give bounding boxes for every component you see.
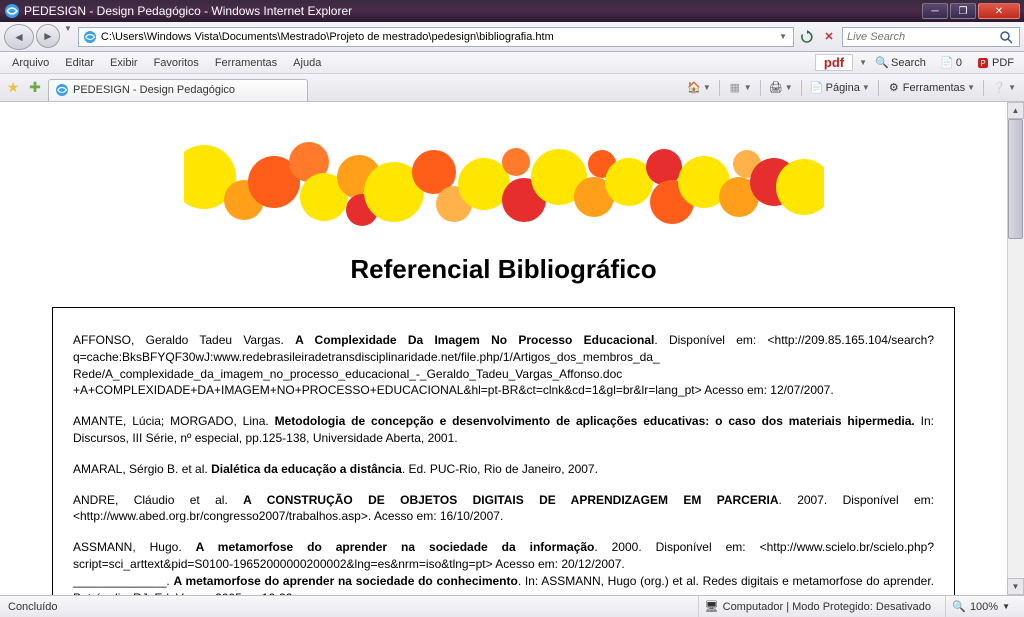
scroll-thumb[interactable] [1008, 119, 1023, 239]
decorative-circle [502, 148, 530, 176]
home-icon: 🏠 [687, 81, 701, 95]
pdf-search-button[interactable]: 🔍 Search [869, 54, 932, 72]
stop-button[interactable]: ✕ [820, 28, 838, 46]
nav-history-dropdown[interactable]: ▼ [62, 24, 74, 50]
ferramentas-label: Ferramentas [903, 82, 965, 94]
close-button[interactable]: ✕ [978, 3, 1020, 19]
search-button[interactable] [997, 28, 1015, 46]
content-area: Referencial Bibliográfico AFFONSO, Geral… [0, 102, 1024, 595]
menu-arquivo[interactable]: Arquivo [4, 55, 57, 71]
tab-title: PEDESIGN - Design Pedagógico [73, 84, 235, 96]
window-titlebar: PEDESIGN - Design Pedagógico - Windows I… [0, 0, 1024, 22]
pdf-save-label: PDF [992, 57, 1014, 69]
menu-editar[interactable]: Editar [57, 55, 102, 71]
window-title: PEDESIGN - Design Pedagógico - Windows I… [24, 4, 922, 18]
bibliography-box: AFFONSO, Geraldo Tadeu Vargas. A Complex… [52, 307, 955, 595]
bibliography-entry: ASSMANN, Hugo. A metamorfose do aprender… [73, 539, 934, 595]
print-icon: 🖨 [769, 81, 783, 95]
menu-bar: Arquivo Editar Exibir Favoritos Ferramen… [0, 52, 1024, 74]
bibliography-entry: AMANTE, Lúcia; MORGADO, Lina. Metodologi… [73, 413, 934, 447]
menu-ferramentas[interactable]: Ferramentas [207, 55, 285, 71]
bibliography-entry: AMARAL, Sérgio B. et al. Dialética da ed… [73, 461, 934, 478]
status-protected-mode: 🖥 Computador | Modo Protegido: Desativad… [698, 596, 937, 617]
help-icon: ❔ [992, 81, 1006, 95]
menu-ajuda[interactable]: Ajuda [285, 55, 329, 71]
doc-icon: 📄 [940, 56, 954, 70]
favorites-button[interactable]: ★ [4, 79, 22, 97]
page-icon [83, 30, 97, 44]
status-protected-label: Computador | Modo Protegido: Desativado [723, 601, 931, 613]
maximize-button[interactable]: ❐ [950, 3, 976, 19]
feeds-button[interactable]: ▦▼ [724, 79, 756, 97]
scroll-up-button[interactable]: ▲ [1007, 102, 1024, 119]
status-zoom[interactable]: 🔍 100% ▼ [945, 596, 1016, 617]
status-bar: Concluído 🖥 Computador | Modo Protegido:… [0, 595, 1024, 617]
menu-exibir[interactable]: Exibir [102, 55, 146, 71]
decorative-circle [776, 159, 824, 215]
minimize-button[interactable]: ─ [922, 3, 948, 19]
rss-icon: ▦ [728, 81, 742, 95]
scrollbar[interactable]: ▲ ▼ [1007, 102, 1024, 595]
ferramentas-button[interactable]: ⚙Ferramentas▼ [883, 79, 979, 97]
computer-icon: 🖥 [705, 600, 719, 614]
tab-bar: ★ ✚ PEDESIGN - Design Pedagógico 🏠▼ ▦▼ 🖨… [0, 74, 1024, 102]
search-input[interactable] [847, 31, 997, 43]
tab-page-icon [55, 83, 69, 97]
browser-tab[interactable]: PEDESIGN - Design Pedagógico [48, 79, 308, 101]
menu-favoritos[interactable]: Favoritos [146, 55, 207, 71]
page-heading: Referencial Bibliográfico [40, 254, 967, 285]
search-bar[interactable] [842, 27, 1020, 47]
address-bar[interactable]: ▼ [78, 27, 794, 47]
bibliography-entry: ANDRE, Cláudio et al. A CONSTRUÇÃO DE OB… [73, 492, 934, 526]
page-icon: 📄 [810, 81, 824, 95]
scroll-down-button[interactable]: ▼ [1007, 578, 1024, 595]
bibliography-entry: AFFONSO, Geraldo Tadeu Vargas. A Complex… [73, 332, 934, 399]
gear-icon: ⚙ [887, 81, 901, 95]
navigation-bar: ◄ ► ▼ ▼ ✕ [0, 22, 1024, 52]
status-zoom-label: 100% [970, 601, 998, 613]
pdf-count-button[interactable]: 📄 0 [934, 54, 968, 72]
forward-button[interactable]: ► [36, 24, 60, 48]
pdf-dropdown[interactable]: ▼ [857, 58, 869, 67]
pagina-button[interactable]: 📄Página▼ [806, 79, 874, 97]
refresh-button[interactable] [798, 28, 816, 46]
header-decoration [184, 142, 824, 242]
pdf-save-button[interactable]: 🅿 PDF [970, 54, 1020, 72]
print-button[interactable]: 🖨▼ [765, 79, 797, 97]
back-button[interactable]: ◄ [4, 24, 34, 50]
home-button[interactable]: 🏠▼ [683, 79, 715, 97]
status-text: Concluído [8, 601, 58, 613]
help-button[interactable]: ❔▼ [988, 79, 1020, 97]
address-dropdown[interactable]: ▼ [777, 32, 789, 41]
zoom-icon: 🔍 [952, 600, 966, 614]
pdf-label[interactable]: pdf [815, 54, 853, 71]
pdf-search-label: Search [891, 57, 926, 69]
pdf-icon: 🅿 [976, 56, 990, 70]
add-favorite-button[interactable]: ✚ [26, 79, 44, 97]
pagina-label: Página [826, 82, 860, 94]
search-icon: 🔍 [875, 56, 889, 70]
pdf-count-label: 0 [956, 57, 962, 69]
ie-icon [4, 3, 20, 19]
address-input[interactable] [101, 31, 773, 43]
